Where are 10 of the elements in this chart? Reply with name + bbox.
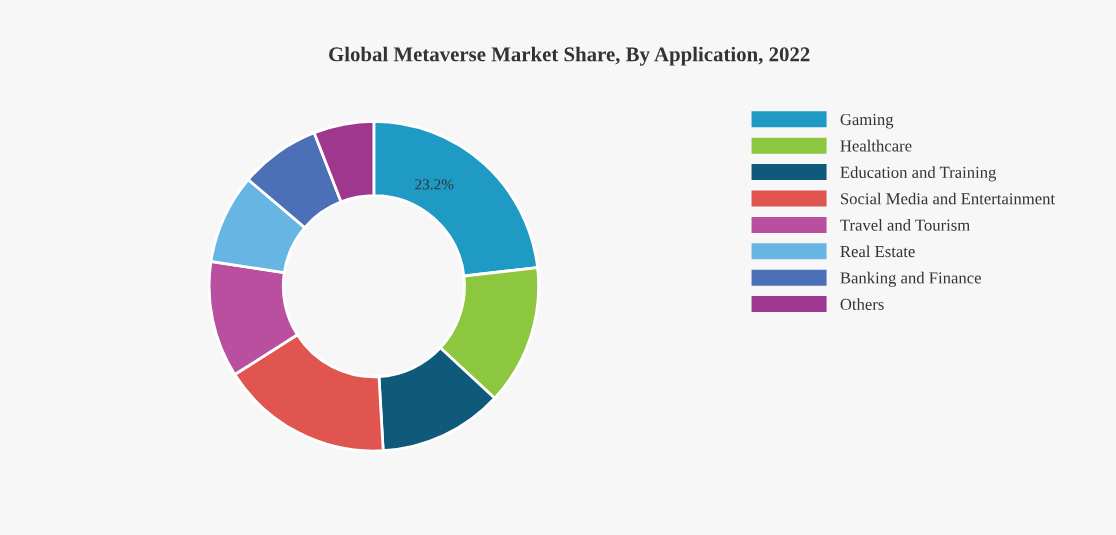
legend-label: Social Media and Entertainment [841, 192, 1056, 205]
legend-label: Travel and Tourism [840, 219, 970, 231]
data-label: 23.2% [415, 179, 454, 190]
legend-label: Others [840, 298, 884, 310]
legend-label: Real Estate [840, 245, 915, 258]
legend-label: Banking and Finance [840, 271, 981, 287]
legend-label: Healthcare [840, 139, 912, 152]
legend-label: Gaming [840, 113, 894, 129]
legend-label: Education and Training [840, 166, 997, 182]
chart-title: Global Metaverse Market Share, By Application, 2022 [329, 46, 810, 66]
